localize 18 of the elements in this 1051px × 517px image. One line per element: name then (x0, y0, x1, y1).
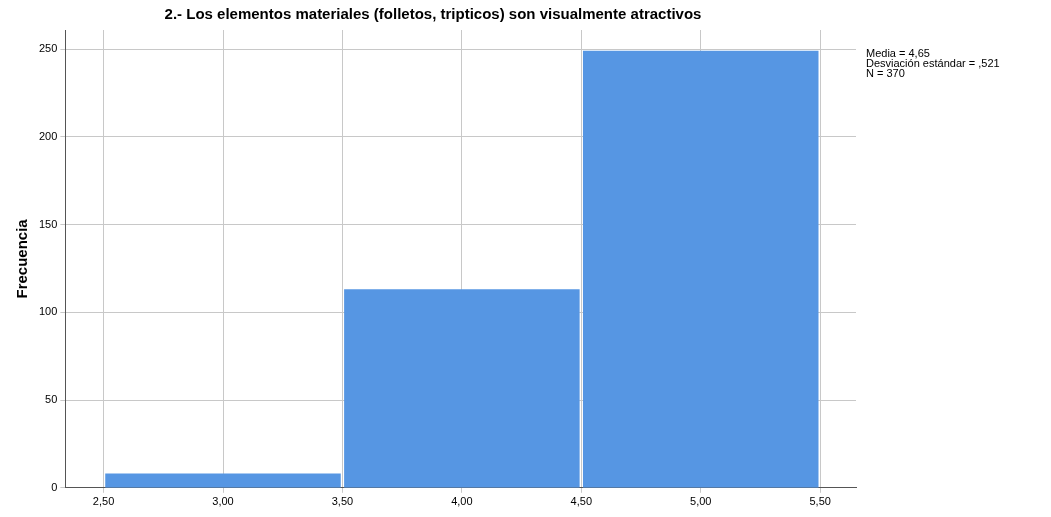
y-tick-label: 0 (51, 480, 58, 493)
y-tick-label: 50 (45, 393, 58, 406)
x-tick-label: 5,00 (690, 495, 712, 508)
y-tick-label: 150 (38, 217, 58, 230)
x-tick-label: 4,00 (451, 495, 473, 508)
x-tick-label: 3,50 (331, 495, 354, 508)
text: Desviación estándar = ,521 (866, 56, 1000, 69)
x-tick-label: 2,50 (92, 495, 115, 508)
x-tick-label: 5,50 (809, 495, 831, 508)
x-tick-label: 4,50 (570, 495, 593, 508)
text: Media = 4,65 (866, 46, 930, 59)
x-tick-label: 3,00 (212, 495, 234, 508)
text: N = 370 (866, 66, 905, 79)
y-tick-label: 200 (38, 130, 58, 143)
y-tick-label: 250 (38, 42, 58, 55)
chart-title: 2.- Los elementos materiales (folletos, tripticos) son visualmente atractivos (164, 5, 702, 23)
y-axis-title: Frecuencia (13, 218, 31, 299)
y-tick-label: 100 (38, 305, 58, 318)
